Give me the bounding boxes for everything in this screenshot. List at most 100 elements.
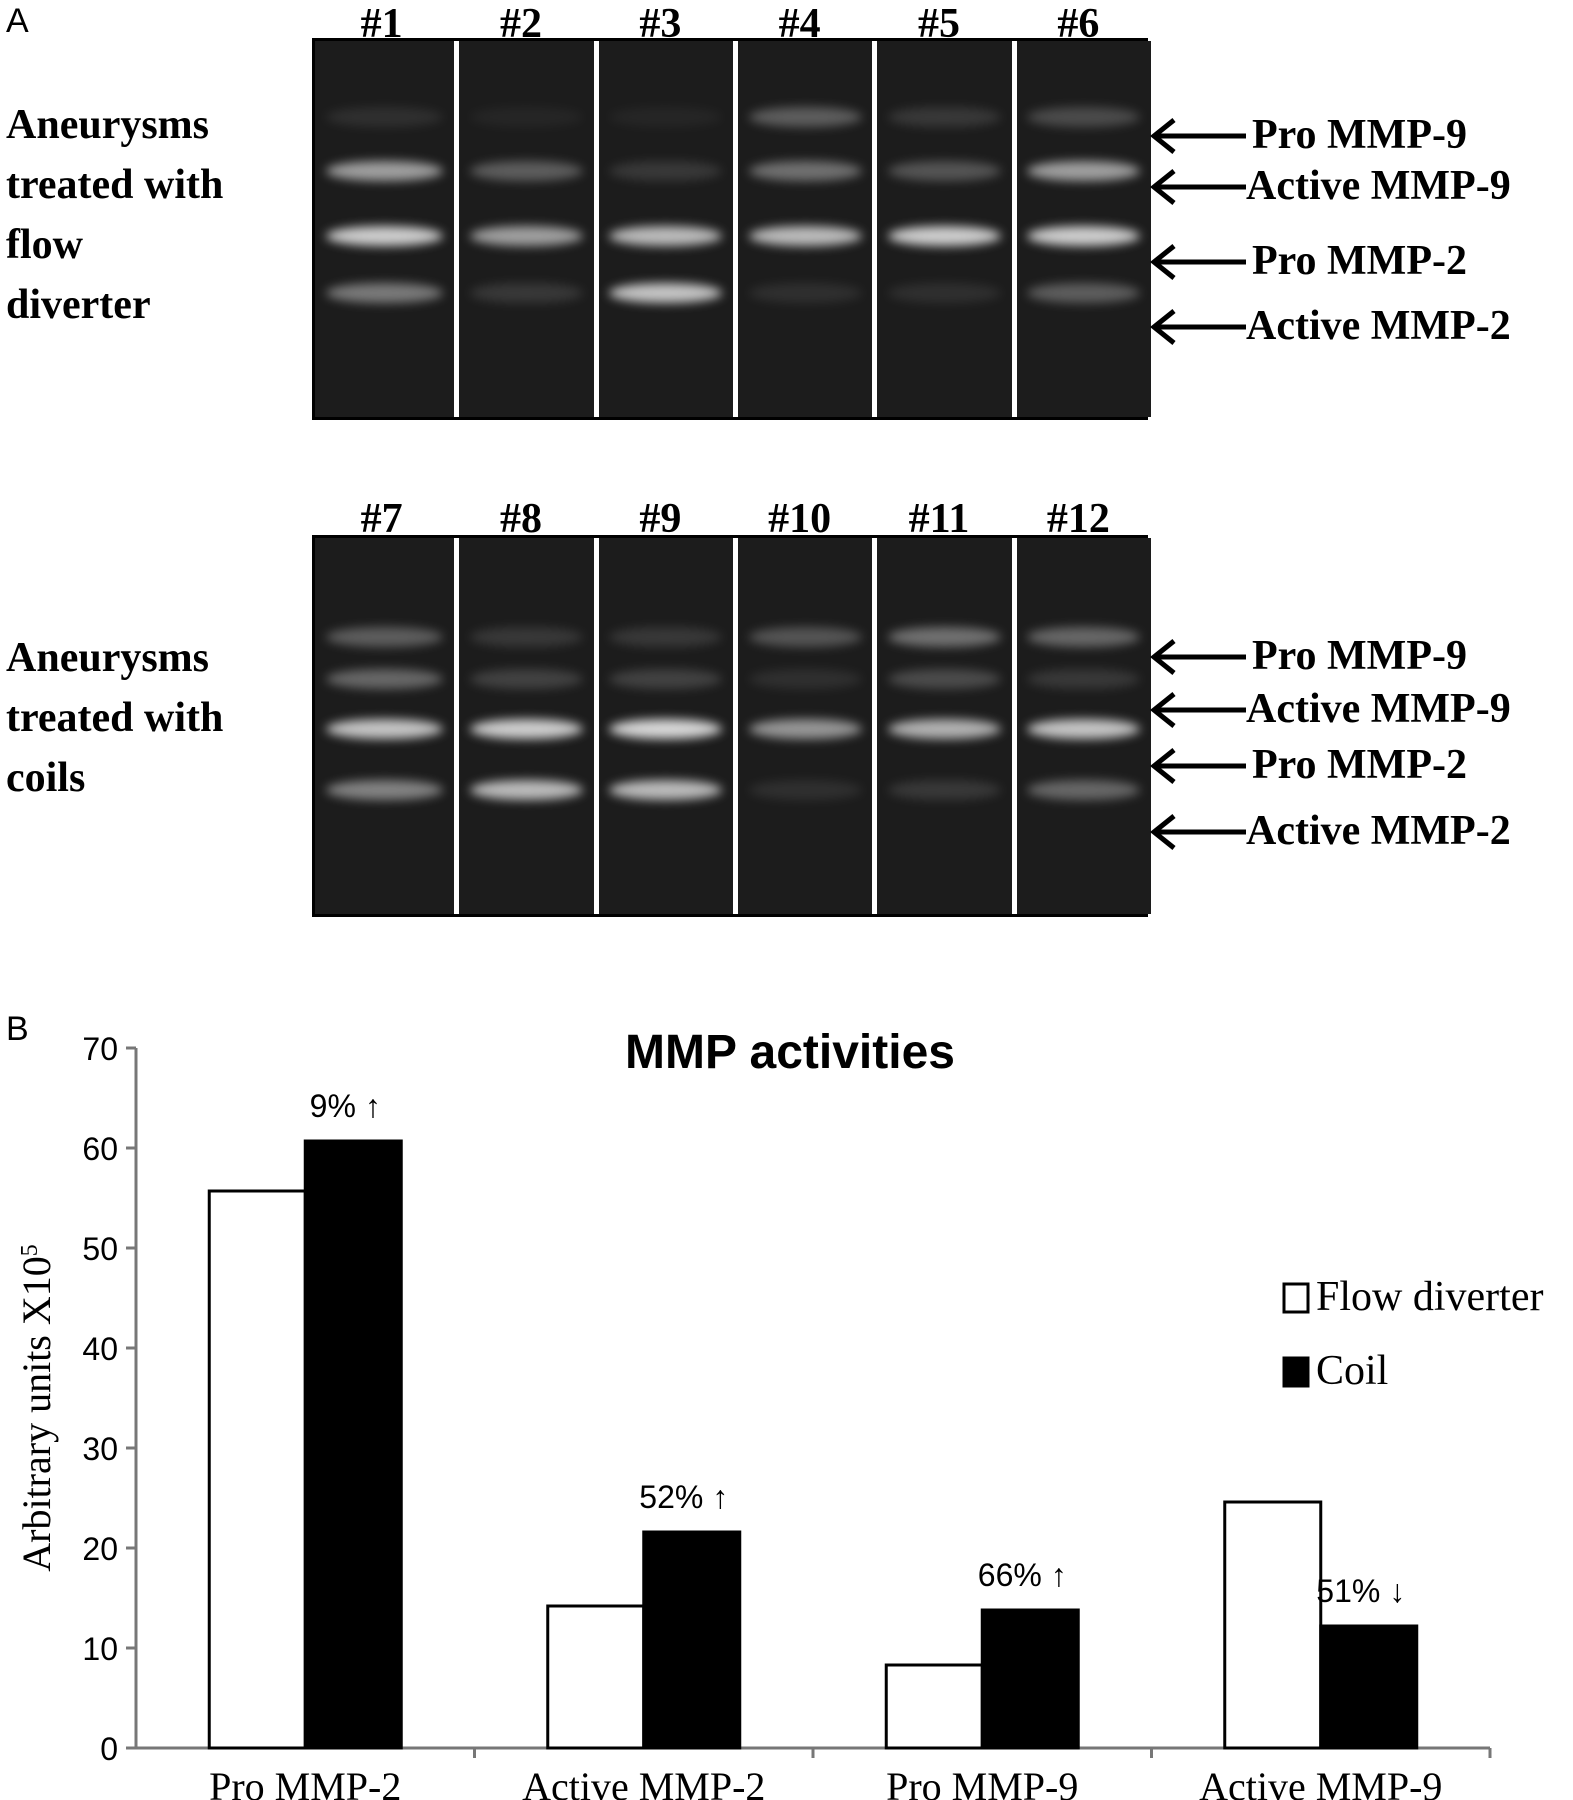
gel-group-label-line: coils xyxy=(6,755,86,801)
gel-band-pro-mmp2 xyxy=(609,719,723,739)
gel-band-active-mmp2 xyxy=(1027,283,1141,304)
lane-separator xyxy=(454,41,460,417)
y-tick-label: 50 xyxy=(82,1231,118,1267)
legend-swatch-flow-diverter xyxy=(1282,1282,1310,1314)
gel-band-pro-mmp2 xyxy=(748,719,862,739)
lane-separator xyxy=(1011,41,1017,417)
x-tick-label: Active MMP-2 xyxy=(522,1764,765,1800)
lane-label: #12 xyxy=(1046,496,1110,542)
panel-b-letter: B xyxy=(6,1010,29,1048)
lane-separator xyxy=(1011,538,1017,914)
lane-label: #2 xyxy=(500,1,542,47)
gel-band-pro-mmp2 xyxy=(888,719,1001,739)
gel-band-pro-mmp9 xyxy=(1027,107,1141,128)
gel-band-active-mmp2 xyxy=(888,283,1001,304)
gel-lane xyxy=(738,41,873,417)
data-annotation: 51% ↓ xyxy=(1316,1573,1405,1609)
gel-lane xyxy=(459,538,594,914)
arrow-left-icon xyxy=(1149,748,1246,784)
gel-lane xyxy=(315,41,455,417)
lane-separator xyxy=(593,538,599,914)
arrow-left-icon xyxy=(1149,814,1246,850)
gel-band-active-mmp2 xyxy=(748,780,862,801)
gel-band-active-mmp9 xyxy=(470,160,583,181)
x-tick-label: Active MMP-9 xyxy=(1199,1764,1442,1800)
gel-band-active-mmp9 xyxy=(1027,160,1141,181)
gel-lane xyxy=(459,41,594,417)
band-label: Pro MMP-2 xyxy=(1252,742,1467,788)
arrow-left-icon xyxy=(1149,118,1246,154)
gel-band-pro-mmp2 xyxy=(748,225,862,246)
gel-band-active-mmp2 xyxy=(888,780,1001,801)
gel-band-pro-mmp2 xyxy=(326,225,444,246)
gel-band-active-mmp9 xyxy=(470,669,583,690)
lane-separator xyxy=(733,41,738,417)
gel-band-pro-mmp9 xyxy=(470,627,583,648)
arrow-left-icon xyxy=(1149,692,1246,728)
lane-separator xyxy=(733,538,738,914)
gel-band-pro-mmp2 xyxy=(1027,719,1141,739)
gel-band-pro-mmp2 xyxy=(609,225,723,246)
chart-title: MMP activities xyxy=(625,1026,955,1079)
gel-band-active-mmp9 xyxy=(326,669,444,690)
bar-coil xyxy=(642,1530,742,1750)
legend-label: Flow diverter xyxy=(1316,1274,1543,1320)
gel-band-active-mmp2 xyxy=(609,780,723,801)
gel-lane xyxy=(1016,41,1151,417)
gel-group-label-line: diverter xyxy=(6,282,151,328)
gel-band-pro-mmp2 xyxy=(326,719,444,739)
legend-label: Coil xyxy=(1316,1348,1388,1394)
lane-label: #11 xyxy=(908,496,970,542)
gel-lane xyxy=(877,41,1012,417)
gel-band-pro-mmp9 xyxy=(748,107,862,128)
gel-lane xyxy=(877,538,1012,914)
y-axis-label: Arbitrary units X105 xyxy=(14,1244,59,1572)
band-label: Active MMP-9 xyxy=(1246,163,1511,209)
lane-label: #9 xyxy=(639,496,682,542)
x-tick-label: Pro MMP-9 xyxy=(886,1764,1078,1800)
gel-band-active-mmp2 xyxy=(1027,780,1141,801)
bar-flow-diverter xyxy=(546,1604,646,1750)
gel-lane xyxy=(598,41,733,417)
gel-band-active-mmp2 xyxy=(748,283,862,304)
bar-coil xyxy=(303,1139,403,1750)
lane-label: #4 xyxy=(778,1,821,47)
lane-label: #8 xyxy=(500,496,542,542)
arrow-left-icon xyxy=(1149,639,1246,675)
bar-flow-diverter xyxy=(207,1189,307,1750)
gel-lane xyxy=(1016,538,1151,914)
y-tick-label: 30 xyxy=(82,1431,118,1467)
arrow-left-icon xyxy=(1149,309,1246,345)
data-annotation: 9% ↑ xyxy=(310,1088,381,1124)
mmp-bar-chart: MMP activities 0 10 20 30 40 50 60 70 Arbitrary u… xyxy=(14,1026,1543,1800)
lane-separator xyxy=(872,41,878,417)
gel-band-pro-mmp2 xyxy=(888,225,1001,246)
gel-band-active-mmp2 xyxy=(326,283,444,304)
lane-separator xyxy=(872,538,878,914)
band-label: Active MMP-9 xyxy=(1246,686,1511,732)
gel-band-pro-mmp2 xyxy=(470,719,583,739)
gel-band-pro-mmp9 xyxy=(748,627,862,648)
arrow-left-icon xyxy=(1149,169,1246,205)
gel-band-pro-mmp9 xyxy=(326,627,444,648)
x-tick-label: Pro MMP-2 xyxy=(209,1764,401,1800)
gel-band-active-mmp9 xyxy=(748,669,862,690)
gel-band-pro-mmp2 xyxy=(1027,225,1141,246)
lane-label: #5 xyxy=(918,1,960,47)
gel-band-active-mmp9 xyxy=(609,669,723,690)
gel-group-label: Aneurysms treated with coils xyxy=(6,628,223,808)
lane-label: #6 xyxy=(1057,1,1100,47)
gel-band-pro-mmp9 xyxy=(326,107,444,128)
y-tick-label: 20 xyxy=(82,1531,118,1567)
gel-band-pro-mmp9 xyxy=(609,627,723,648)
gel-band-pro-mmp9 xyxy=(470,107,583,128)
gel-band-active-mmp9 xyxy=(609,160,723,181)
gel-band-active-mmp2 xyxy=(609,283,723,304)
band-label: Pro MMP-9 xyxy=(1252,112,1467,158)
data-annotation: 52% ↑ xyxy=(639,1479,728,1515)
gel-lane xyxy=(598,538,733,914)
gel-group-label-line: treated with xyxy=(6,162,224,208)
band-label: Pro MMP-2 xyxy=(1252,238,1467,284)
bar-coil xyxy=(1319,1624,1419,1750)
gel-group-label-line: treated with xyxy=(6,695,224,741)
